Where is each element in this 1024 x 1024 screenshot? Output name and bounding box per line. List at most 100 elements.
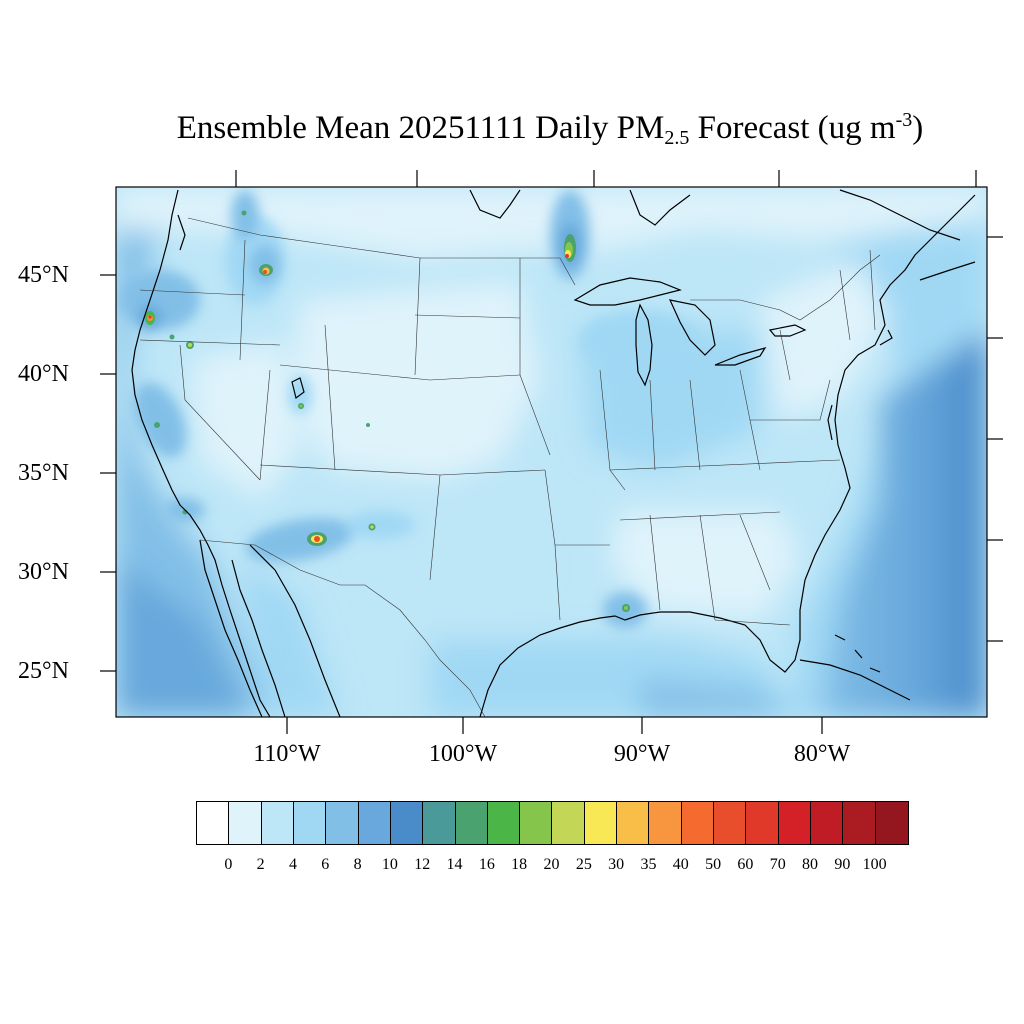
colorbar-tick-label: 35 [640,856,657,873]
state-line-fl-ga [714,619,791,626]
state-line-pa [739,369,831,421]
colorbar-tick-label: 14 [446,856,463,873]
hotspot-idaho [241,210,247,216]
state-line-nv-ut [259,369,271,481]
lon-label-90w: 90°W [613,741,671,767]
colorbar-swatch [617,802,650,844]
hotspots [145,210,630,612]
colorbar-tick-label: 40 [672,856,689,873]
hotspot-oregon-core [148,315,152,319]
lon-label-100w: 100°W [428,741,498,767]
west-coast [131,189,271,717]
lon-label-80w: 80°W [793,741,851,767]
state-line-36n [609,459,841,471]
title-suffix: ) [912,110,924,146]
state-line-nv-ca [179,344,261,481]
north-coast-3 [839,189,961,241]
colorbar-tick-label: 18 [511,856,528,873]
gulf-coast [479,579,806,717]
colorbar-tick-label: 12 [414,856,431,873]
mexico-west-coast [249,544,341,717]
lat-label-35n: 35°N [18,460,69,486]
colorbar-tick-label: 0 [224,856,233,873]
bahamas [834,634,881,673]
colorbar-swatch [358,802,391,844]
colorbar-swatch [778,802,811,844]
hotspot-montana-core [263,270,267,274]
hotspot-ontario-core [565,254,569,258]
colorbar-tick-label: 50 [705,856,722,873]
lake-huron [668,299,716,356]
cuba [799,659,911,701]
colorbar-swatch [423,802,456,844]
state-line-oh [689,379,701,471]
colorbar-tick-label: 8 [353,856,362,873]
hotspot-utah-inner [299,404,303,408]
colorbar-swatch [843,802,876,844]
lake-superior [573,277,682,306]
state-line-in [649,379,656,471]
colorbar-swatch [714,802,747,844]
left-ticks [100,274,116,672]
colorbar-swatch [197,802,230,844]
state-line-dakotas [414,257,521,376]
colorbar [196,801,909,845]
hotspot-new-mexico-core [314,536,320,542]
colorbar-swatch [649,802,682,844]
bottom-ticks [286,717,823,734]
great-salt-lake [291,377,305,400]
background-field [116,187,987,717]
colorbar-swatch [455,802,488,844]
hotspot-nm-east-inner [370,525,374,529]
colorbar-tick-label: 2 [256,856,265,873]
north-coast-1 [469,189,521,219]
colorbar-swatch [390,802,424,844]
colorbar-tick-label: 20 [543,856,560,873]
north-coast-2 [629,189,691,226]
puget-sound [177,214,186,251]
title-prefix: Ensemble Mean 20251111 Daily PM [176,110,665,146]
colorbar-swatch [520,802,553,844]
us-mexico-border [199,539,486,717]
state-line-41n [279,364,521,381]
colorbar-swatch [293,802,327,844]
colorbar-swatch [326,802,359,844]
nova-scotia [919,261,976,281]
map-frame [115,186,988,718]
baja-east [231,559,286,717]
borders [139,217,881,717]
colorbar-tick-label: 25 [575,856,592,873]
coastlines [131,189,976,717]
atlantic-coast [804,194,976,581]
baja-west [199,539,263,717]
colorbar-swatch [810,802,844,844]
hotspot-california [154,422,160,428]
hotspot-oregon-3 [169,334,175,340]
colorbar-swatch [552,802,585,844]
colorbar-tick-label: 70 [769,856,786,873]
title-subscript: 2.5 [664,127,690,149]
map-title: Ensemble Mean 20251111 Daily PM2.5 Forec… [0,109,1024,148]
map-plot-area [116,187,987,717]
colorbar-tick-label: 80 [802,856,819,873]
state-line-nd-sd [414,314,521,319]
lat-label-30n: 30°N [18,559,69,585]
lake-michigan [635,303,653,387]
hotspot-oregon-2-inner [188,343,192,347]
title-superscript: -3 [895,109,913,131]
state-line-ia-mo [519,374,551,456]
chesapeake [827,404,833,441]
colorbar-tick-label: 16 [478,856,495,873]
colorbar-swatch [261,802,294,844]
colorbar-tick-label: 4 [288,856,297,873]
colorbar-tick-label: 10 [381,856,398,873]
lat-label-45n: 45°N [18,262,69,288]
colorbar-swatch [875,802,908,844]
lake-ontario [768,324,807,337]
state-line-nm-tx [429,474,441,581]
lat-label-25n: 25°N [18,658,69,684]
top-ticks [235,170,977,187]
right-ticks [987,236,1003,642]
state-line-wa-or [139,289,246,296]
